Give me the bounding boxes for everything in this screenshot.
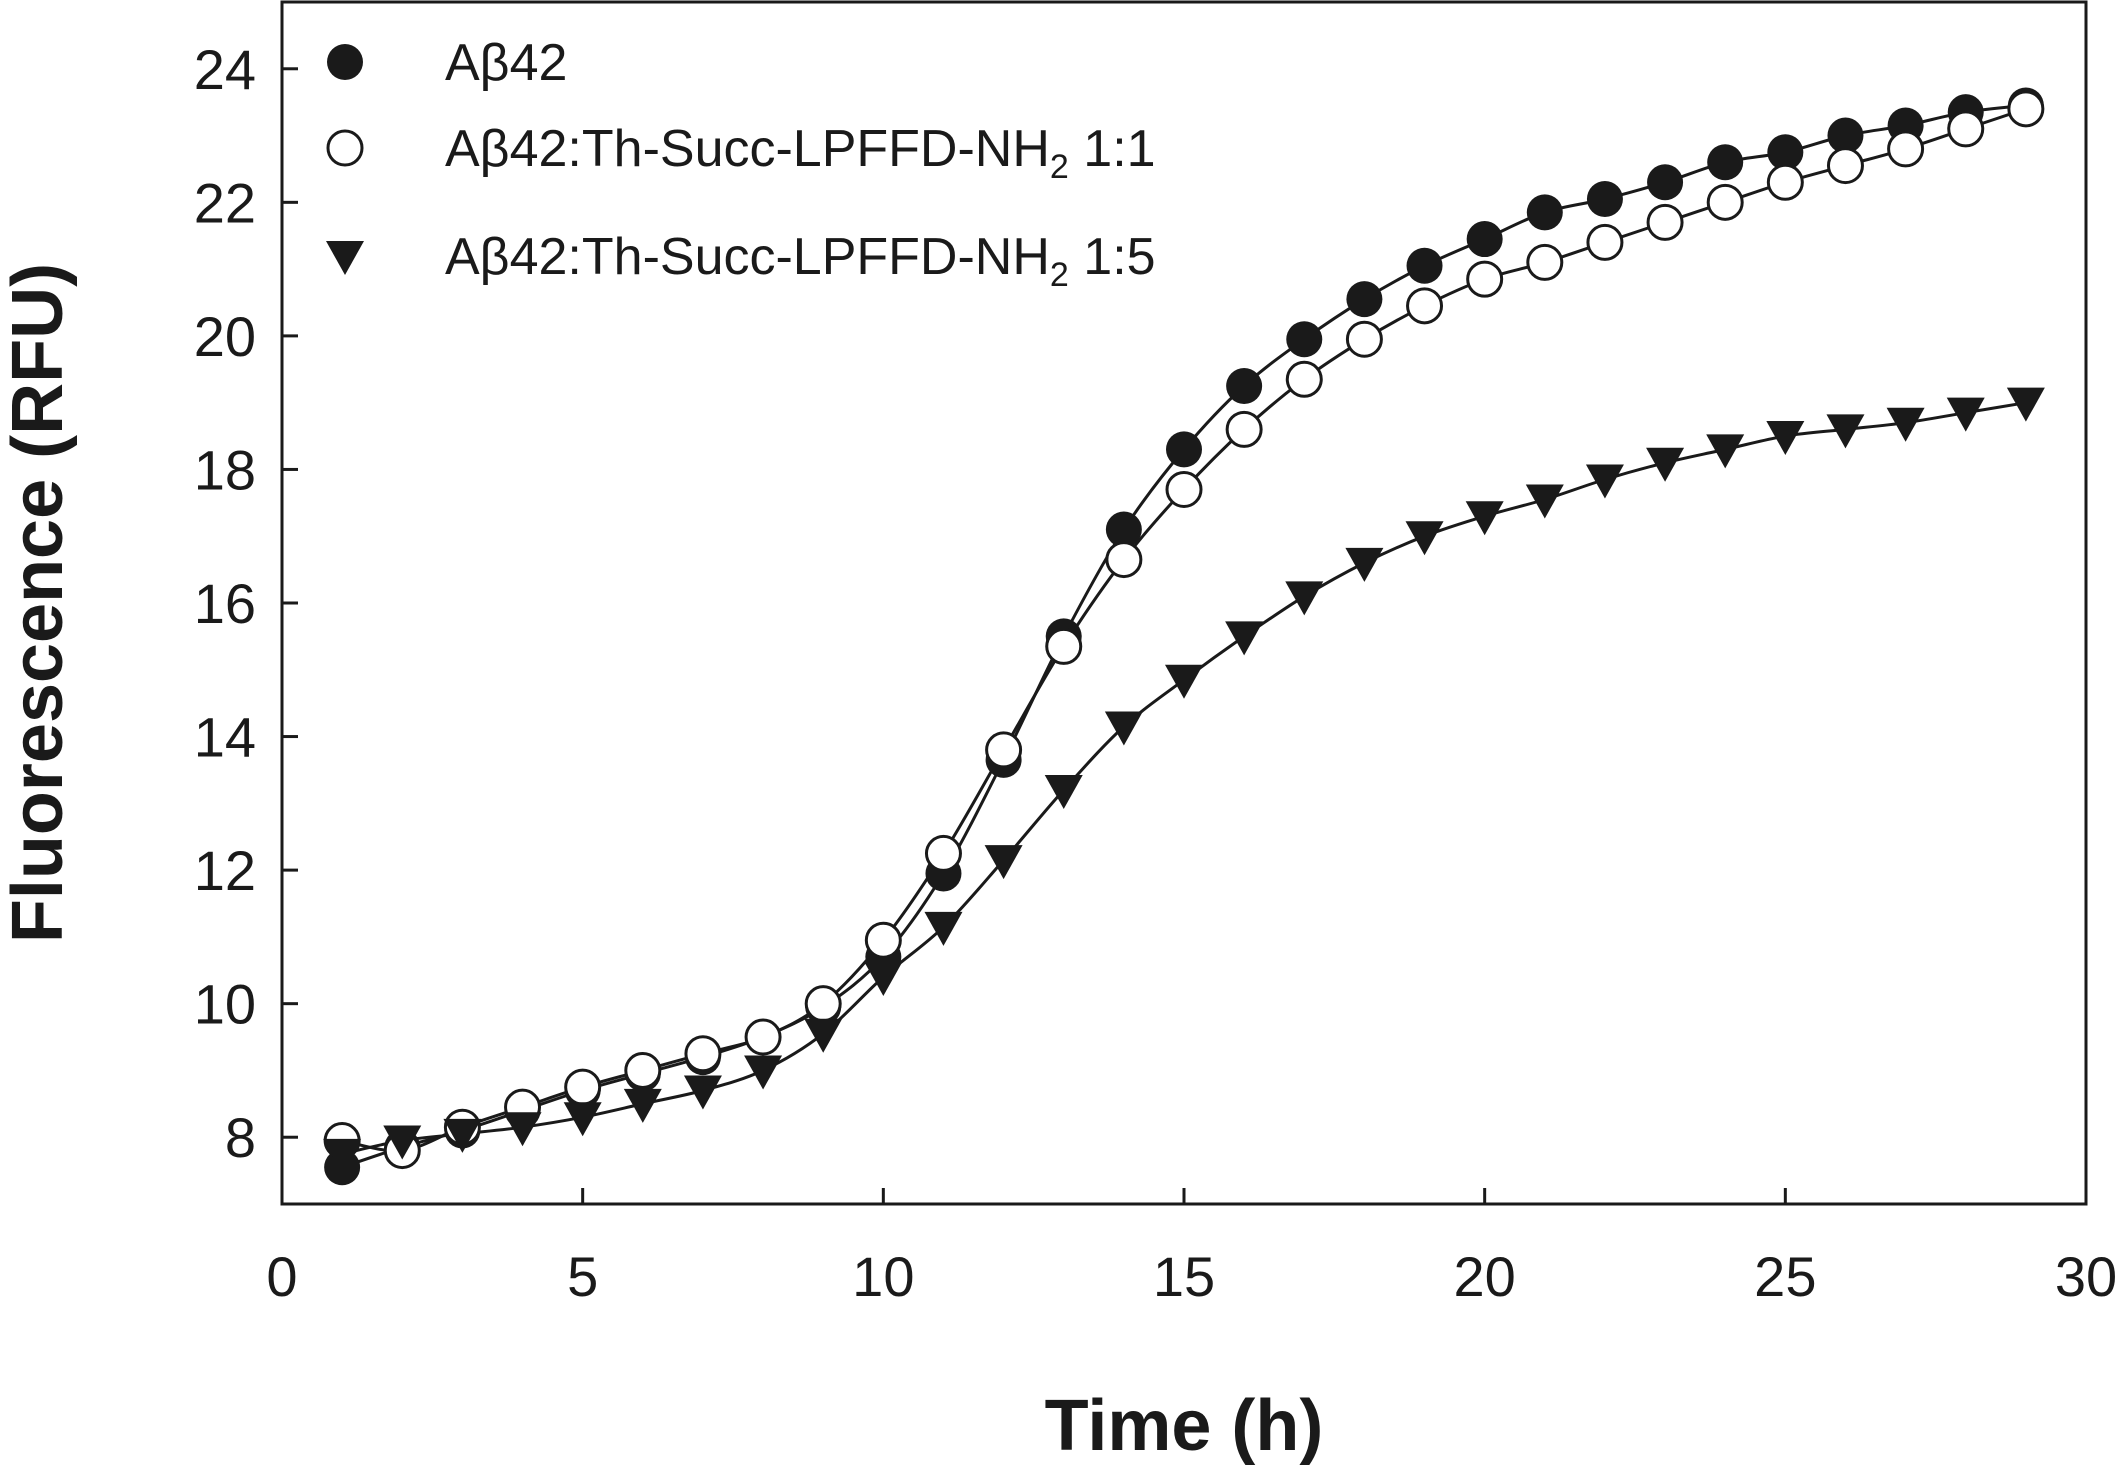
y-tick-label: 20 <box>194 305 256 368</box>
x-tick-label: 20 <box>1454 1245 1516 1308</box>
data-point-s1 <box>744 1018 782 1056</box>
data-point-s2 <box>443 1118 482 1153</box>
data-point-s0 <box>1286 321 1323 358</box>
data-point-s1 <box>1646 203 1684 241</box>
data-point-s2 <box>623 1088 662 1123</box>
data-point-s0 <box>1346 281 1383 318</box>
data-point-s1 <box>1225 410 1263 448</box>
data-point-s1 <box>624 1051 662 1089</box>
data-point-s0 <box>1105 511 1142 548</box>
x-axis: 0 5 10 15 20 25 30 <box>266 1188 2117 1308</box>
data-point-s1 <box>1045 627 1083 665</box>
data-point-s2 <box>383 1125 422 1160</box>
y-tick-label: 10 <box>194 973 256 1036</box>
x-tick-label: 5 <box>567 1245 598 1308</box>
legend-label-2: Aβ42:Th-Succ-LPFFD-NH2 1:5 <box>445 228 1156 294</box>
x-axis-title: Time (h) <box>1045 1386 1324 1466</box>
data-point-s0 <box>1707 144 1744 181</box>
y-tick-label: 14 <box>194 706 256 769</box>
x-tick-label: 0 <box>266 1245 297 1308</box>
x-tick-label: 25 <box>1754 1245 1816 1308</box>
data-point-s0 <box>1647 164 1684 201</box>
data-point-s2 <box>503 1112 542 1147</box>
data-point-s1 <box>1466 260 1504 298</box>
data-point-s1 <box>1165 470 1203 508</box>
data-point-s2 <box>683 1075 722 1110</box>
data-point-s2 <box>1706 434 1745 469</box>
x-tick-label: 30 <box>2055 1245 2117 1308</box>
data-point-s2 <box>1465 501 1504 536</box>
data-point-s1 <box>804 985 842 1023</box>
data-point-s2 <box>924 911 963 946</box>
legend-label-1: Aβ42:Th-Succ-LPFFD-NH2 1:1 <box>445 120 1156 186</box>
x-tick-label: 15 <box>1153 1245 1215 1308</box>
data-point-s0 <box>1767 134 1804 171</box>
data-point-s1 <box>1826 147 1864 185</box>
data-point-s1 <box>684 1035 722 1073</box>
data-point-s2 <box>1585 464 1624 499</box>
y-axis-title: Fluorescence (RFU) <box>0 263 78 943</box>
y-tick-label: 22 <box>194 171 256 234</box>
data-point-s1 <box>864 921 902 959</box>
data-point-s1 <box>1947 110 1985 148</box>
data-point-s1 <box>1285 360 1323 398</box>
data-point-s2 <box>1886 407 1925 442</box>
data-point-s2 <box>1104 711 1143 746</box>
data-point-s2 <box>1405 521 1444 556</box>
data-point-s0 <box>1586 180 1623 217</box>
y-tick-label: 12 <box>194 839 256 902</box>
data-point-s2 <box>1044 774 1083 809</box>
data-point-s1 <box>2007 90 2045 128</box>
legend-marker-0 <box>327 44 363 80</box>
data-point-s2 <box>1946 397 1985 432</box>
data-point-s2 <box>864 961 903 996</box>
y-tick-label: 24 <box>194 38 256 101</box>
data-point-s1 <box>1406 287 1444 325</box>
data-point-s2 <box>1646 447 1685 482</box>
y-tick-label: 18 <box>194 438 256 501</box>
data-point-s2 <box>1826 414 1865 449</box>
data-point-s2 <box>1766 421 1805 456</box>
data-point-s2 <box>744 1055 783 1090</box>
data-point-s2 <box>1165 664 1203 699</box>
y-tick-label: 16 <box>194 572 256 635</box>
data-point-s2 <box>323 1138 362 1173</box>
data-point-s2 <box>1285 581 1324 616</box>
data-point-s1 <box>924 834 962 872</box>
data-point-s0 <box>1406 247 1443 284</box>
legend: Aβ42 Aβ42:Th-Succ-LPFFD-NH2 1:1 Aβ42:Th-Su… <box>326 34 1156 294</box>
plot-frame <box>280 0 2088 1206</box>
data-point-s0 <box>1226 367 1263 404</box>
data-point-s1 <box>985 731 1023 769</box>
data-point-s2 <box>2006 387 2045 422</box>
data-point-s1 <box>1766 163 1804 201</box>
data-point-s1 <box>1586 223 1624 261</box>
data-point-s2 <box>984 845 1023 880</box>
fit-curve-2 <box>341 401 2027 1156</box>
legend-label-0: Aβ42 <box>445 34 567 92</box>
data-point-s1 <box>1887 130 1925 168</box>
legend-marker-2 <box>326 241 364 275</box>
y-axis: 8 10 12 14 16 18 20 22 24 <box>194 38 298 1169</box>
data-point-s2 <box>1225 621 1264 656</box>
data-point-s2 <box>804 1018 843 1053</box>
data-points <box>323 87 2045 1186</box>
data-point-s1 <box>1105 541 1143 579</box>
data-point-s1 <box>1526 243 1564 281</box>
y-tick-label: 8 <box>225 1106 256 1169</box>
data-point-s1 <box>564 1068 602 1106</box>
data-point-s0 <box>1166 431 1202 468</box>
data-point-s2 <box>563 1102 602 1137</box>
data-point-s2 <box>1525 484 1564 519</box>
legend-marker-1 <box>326 129 364 167</box>
data-point-s1 <box>1345 320 1383 358</box>
data-point-s0 <box>1827 117 1864 154</box>
data-point-s2 <box>1345 547 1384 582</box>
x-tick-label: 10 <box>852 1245 914 1308</box>
data-point-s0 <box>1526 194 1563 231</box>
data-point-s0 <box>1466 221 1503 258</box>
data-point-s1 <box>1706 183 1744 221</box>
